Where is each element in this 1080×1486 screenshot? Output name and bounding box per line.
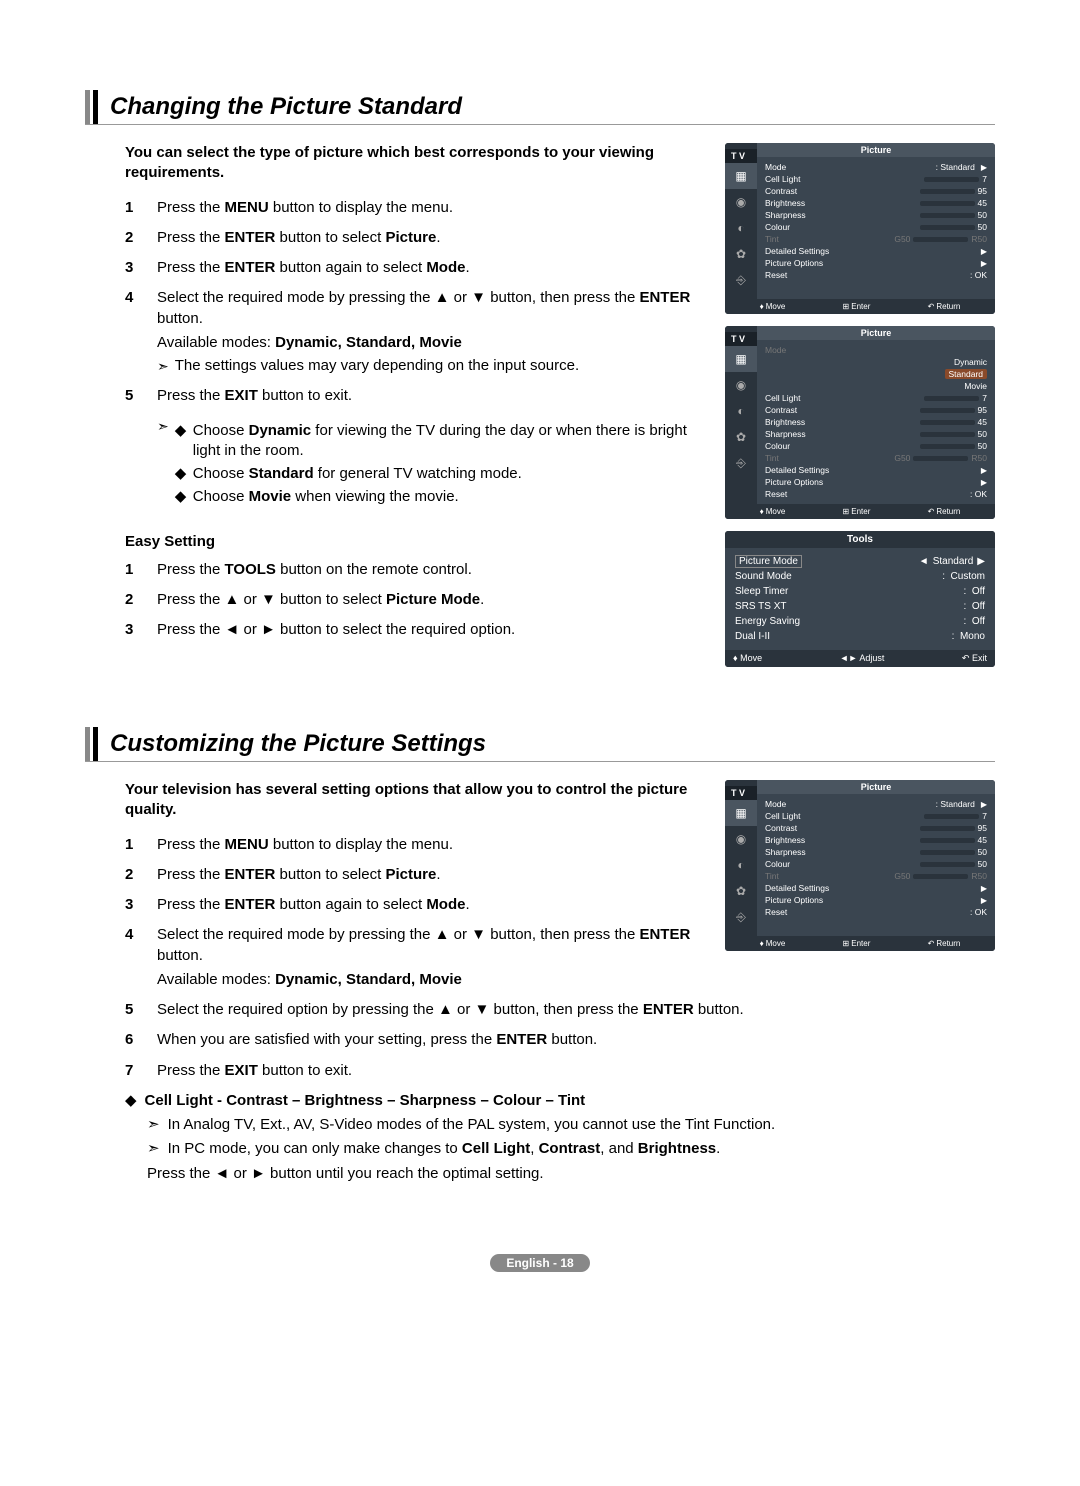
osd-sidebar: T V ▦ ◉ ◐ ✿ ⎆ xyxy=(725,143,757,299)
section-heading: Changing the Picture Standard xyxy=(85,90,995,125)
steps-list-cont: Select the required option by pressing t… xyxy=(125,1000,995,1081)
steps-list: Press the MENU button to display the men… xyxy=(125,198,707,407)
section2-screenshots: T V ▦ ◉ ◐ ✿ ⎆ Picture Mode: Standard▶Cel… xyxy=(725,780,995,1000)
step-3: Press the ENTER button again to select M… xyxy=(125,258,707,278)
setup-icon: ✿ xyxy=(725,241,757,267)
osd-tv-label: T V xyxy=(725,149,757,163)
step-1: Press the MENU button to display the men… xyxy=(125,198,707,218)
intro-text: You can select the type of picture which… xyxy=(125,143,707,184)
channel-icon: ◐ xyxy=(725,215,757,241)
section-changing-picture-standard: Changing the Picture Standard You can se… xyxy=(85,90,995,667)
note-arrow-icon: ➣ xyxy=(157,357,169,376)
section-title: Customizing the Picture Settings xyxy=(110,730,486,758)
page-footer: English - 18 xyxy=(85,1254,995,1272)
osd-tools-menu: Tools Picture Mode◄ Standard ▶Sound Mode… xyxy=(725,531,995,667)
section2-content: Your television has several setting opti… xyxy=(85,780,707,1000)
easy-steps-list: Press the TOOLS button on the remote con… xyxy=(125,560,707,641)
page-number: English - 18 xyxy=(490,1254,589,1272)
osd-picture-menu-1: T V ▦ ◉ ◐ ✿ ⎆ Picture Mode: Standard▶Cel… xyxy=(725,143,995,314)
section-customizing-picture-settings: Customizing the Picture Settings Your te… xyxy=(85,727,995,1184)
note-text: The settings values may vary depending o… xyxy=(175,356,579,376)
note-arrow-icon: ➣ xyxy=(147,1139,160,1159)
return-hint: ↶ Return xyxy=(928,302,961,311)
detail-title: Cell Light - Contrast – Brightness – Sha… xyxy=(145,1091,586,1111)
tools-title: Tools xyxy=(725,531,995,548)
osd-picture-menu-2: T V ▦ ◉ ◐ ✿ ⎆ Picture ModeDynamicStandar… xyxy=(725,326,995,519)
enter-hint: ⊞ Enter xyxy=(843,302,871,311)
section-title: Changing the Picture Standard xyxy=(110,93,462,121)
osd-nav-bar: ♦ Move ⊞ Enter ↶ Return xyxy=(725,299,995,314)
step-2: Press the ENTER button to select Picture… xyxy=(125,228,707,248)
steps-list: Press the MENU button to display the men… xyxy=(125,835,707,991)
note-text: In PC mode, you can only make changes to… xyxy=(168,1139,721,1159)
step-4: Select the required mode by pressing the… xyxy=(125,288,707,376)
note-arrow-icon: ➣ xyxy=(157,418,169,435)
osd-picture-menu-3: T V ▦ ◉ ◐ ✿ ⎆ Picture Mode: Standard▶Cel… xyxy=(725,780,995,951)
tools-nav-bar: ♦ Move ◄► Adjust ↶ Exit xyxy=(725,650,995,667)
detail-final: Press the ◄ or ► button until you reach … xyxy=(147,1164,544,1184)
detail-block: ◆ Cell Light - Contrast – Brightness – S… xyxy=(85,1091,995,1184)
diamond-icon: ◆ xyxy=(125,1091,137,1111)
picture-icon: ▦ xyxy=(725,163,757,189)
note-arrow-icon: ➣ xyxy=(147,1115,160,1135)
heading-bars-icon xyxy=(85,90,98,124)
section1-content: You can select the type of picture which… xyxy=(85,143,707,667)
input-icon: ⎆ xyxy=(725,267,757,293)
note-text: In Analog TV, Ext., AV, S-Video modes of… xyxy=(168,1115,776,1135)
intro-text: Your television has several setting opti… xyxy=(125,780,707,821)
sound-icon: ◉ xyxy=(725,189,757,215)
tips-list: Choose Dynamic for viewing the TV during… xyxy=(175,421,707,511)
osd-title: Picture xyxy=(757,143,995,157)
move-hint: ♦ Move xyxy=(760,302,786,311)
step-5: Press the EXIT button to exit. xyxy=(125,386,707,406)
easy-setting-heading: Easy Setting xyxy=(125,533,707,550)
section1-screenshots: T V ▦ ◉ ◐ ✿ ⎆ Picture Mode: Standard▶Cel… xyxy=(725,143,995,667)
